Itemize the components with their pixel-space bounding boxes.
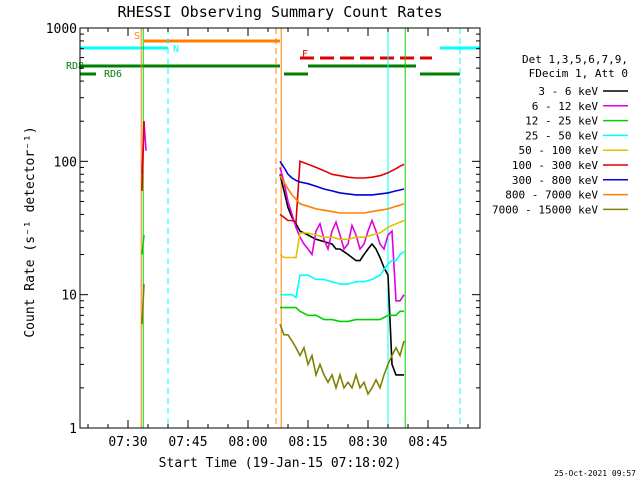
legend-label: 6 - 12 keV — [532, 100, 599, 113]
timestamp: 25-Oct-2021 09:57 — [554, 469, 636, 478]
legend-label: 12 - 25 keV — [525, 115, 598, 128]
legend: Det 1,3,5,6,7,9,FDecim 1, Att 0 3 - 6 keV… — [492, 53, 628, 216]
series-2 — [141, 234, 404, 323]
legend-header: FDecim 1, Att 0 — [529, 67, 628, 80]
series-3 — [280, 251, 405, 299]
vlines-layer — [140, 28, 461, 428]
flag-label-f: F — [302, 49, 308, 60]
series-4 — [279, 219, 405, 259]
y-tick-label: 1000 — [46, 22, 77, 37]
series-0 — [279, 174, 404, 376]
flag-label-rd6: RD6 — [104, 69, 122, 80]
series-line — [280, 306, 404, 323]
y-axis-label: Count Rate (s⁻¹ detector⁻¹) — [23, 126, 38, 337]
y-tick-label: 100 — [54, 155, 77, 170]
flags-layer: S N F RD8 RD6 — [66, 31, 480, 80]
legend-label: 300 - 800 keV — [512, 174, 598, 187]
legend-label: 50 - 100 keV — [519, 144, 599, 157]
x-axis-label: Start Time (19-Jan-15 07:18:02) — [159, 456, 402, 471]
legend-label: 100 - 300 keV — [512, 159, 598, 172]
x-tick-label: 08:30 — [348, 435, 387, 450]
x-tick-label: 07:30 — [108, 435, 147, 450]
series-layer — [141, 121, 405, 396]
series-7 — [279, 175, 405, 214]
legend-header: Det 1,3,5,6,7,9, — [522, 53, 628, 66]
legend-label: 800 - 7000 keV — [505, 189, 598, 202]
series-line — [280, 251, 405, 299]
series-8 — [141, 284, 405, 396]
series-line — [279, 323, 405, 396]
legend-label: 3 - 6 keV — [538, 85, 598, 98]
x-tick-label: 08:15 — [288, 435, 327, 450]
x-axis: 07:30 07:45 08:00 08:15 08:30 08:45 — [87, 28, 469, 450]
chart-title: RHESSI Observing Summary Count Rates — [117, 3, 442, 21]
x-tick-label: 08:45 — [408, 435, 447, 450]
y-tick-label: 10 — [61, 289, 77, 304]
series-line — [279, 167, 405, 302]
series-line — [141, 284, 145, 325]
series-line — [279, 160, 405, 196]
flag-label-rd8: RD8 — [66, 61, 84, 72]
series-5 — [141, 121, 405, 224]
y-axis: 1 10 100 1000 — [46, 22, 480, 437]
plot-frame — [79, 27, 481, 429]
legend-label: 25 - 50 keV — [525, 129, 598, 142]
series-line — [141, 234, 145, 255]
legend-label: 7000 - 15000 keV — [492, 203, 598, 216]
series-line — [279, 175, 405, 214]
flag-label-n: N — [173, 44, 179, 55]
x-tick-label: 08:00 — [228, 435, 267, 450]
x-tick-label: 07:45 — [168, 435, 207, 450]
y-tick-label: 1 — [69, 422, 77, 437]
series-line — [279, 160, 405, 224]
series-line — [279, 174, 404, 376]
series-1 — [141, 121, 405, 302]
flag-label-s: S — [134, 31, 140, 42]
series-line — [141, 121, 145, 191]
series-6 — [279, 160, 405, 196]
series-line — [279, 219, 405, 259]
